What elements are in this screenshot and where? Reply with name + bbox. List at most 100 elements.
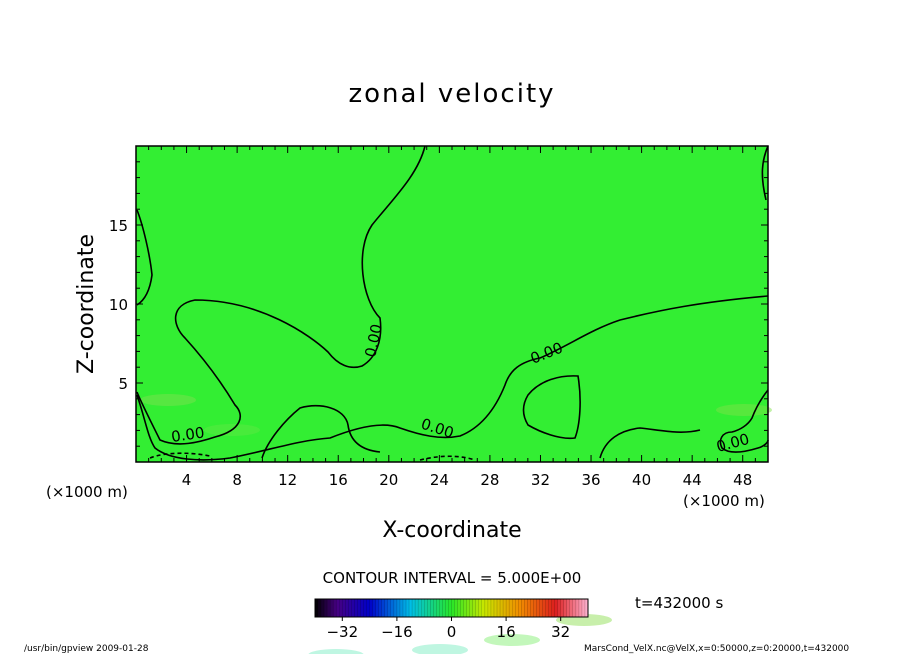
- colorbar-cell: [521, 599, 525, 617]
- colorbar-cell: [369, 599, 374, 617]
- colorbar-cell: [503, 599, 507, 617]
- colorbar-cell: [315, 599, 319, 617]
- colorbar-cell: [536, 599, 540, 617]
- footer-left: /usr/bin/gpview 2009-01-28: [24, 644, 149, 654]
- colorbar-cell: [342, 599, 346, 617]
- colorbar-cell: [324, 599, 328, 617]
- colorbar-cell: [439, 599, 443, 617]
- y-axis-unit: (×1000 m): [46, 483, 128, 501]
- chart-title: zonal velocity: [348, 79, 555, 109]
- texture-blob: [412, 644, 468, 654]
- x-tick-label: 12: [278, 471, 297, 489]
- colorbar-cell: [327, 599, 331, 617]
- contour-zero-upper: [136, 145, 426, 445]
- colorbar-cell: [351, 599, 355, 617]
- colorbar-cell: [548, 599, 552, 617]
- colorbar-cell: [566, 599, 571, 617]
- y-tick-label: 10: [109, 296, 128, 314]
- colorbar-cell: [545, 599, 549, 617]
- texture-blob: [308, 649, 364, 654]
- x-tick-label: 4: [182, 471, 192, 489]
- contour-dashed-1: [149, 452, 211, 459]
- colorbar-cell: [415, 599, 419, 617]
- colorbar-cell: [406, 599, 410, 617]
- x-axis-ticks: 4 8 12 16 20 24 28 32 36 40 44 48: [148, 146, 756, 489]
- colorbar-cell: [481, 599, 486, 617]
- colorbar-cell: [348, 599, 352, 617]
- colorbar-cell: [390, 599, 395, 617]
- field-texture: [140, 394, 772, 654]
- x-axis-unit: (×1000 m): [683, 492, 765, 510]
- time-label: t=432000 s: [635, 594, 723, 612]
- colorbar-cell: [442, 599, 446, 617]
- colorbar-cell: [490, 599, 495, 617]
- colorbar: [314, 599, 589, 617]
- colorbar-cell: [336, 599, 340, 617]
- colorbar-cell: [484, 599, 489, 617]
- x-tick-label: 16: [329, 471, 348, 489]
- x-tick-label: 36: [581, 471, 600, 489]
- colorbar-cell: [396, 599, 401, 617]
- contour-zero-lower: [136, 295, 769, 461]
- colorbar-cell: [563, 599, 568, 617]
- colorbar-cell: [569, 599, 574, 617]
- colorbar-cell: [363, 599, 367, 617]
- colorbar-cell: [427, 599, 431, 617]
- colorbar-cell: [430, 599, 434, 617]
- colorbar-cell: [357, 599, 361, 617]
- colorbar-cell: [360, 599, 364, 617]
- colorbar-tick-label: −16: [381, 623, 413, 641]
- colorbar-cell: [330, 599, 334, 617]
- colorbar-cell: [387, 599, 392, 617]
- colorbar-cell: [557, 599, 562, 617]
- colorbar-cell: [412, 599, 416, 617]
- contour-label-1: 0.00: [170, 423, 206, 445]
- colorbar-cell: [524, 599, 528, 617]
- colorbar-cell: [551, 599, 556, 617]
- colorbar-cell: [445, 599, 449, 617]
- colorbar-tick-label: 32: [551, 623, 570, 641]
- y-axis-ticks: 5 10 15: [109, 161, 768, 447]
- colorbar-cell: [500, 599, 504, 617]
- colorbar-cell: [469, 599, 474, 617]
- texture-blob: [484, 634, 540, 646]
- colorbar-cell: [345, 599, 349, 617]
- colorbar-cell: [333, 599, 337, 617]
- colorbar-cell: [527, 599, 531, 617]
- x-tick-label: 28: [480, 471, 499, 489]
- plot-area: [136, 146, 768, 462]
- colorbar-cell: [478, 599, 483, 617]
- x-tick-label: 40: [632, 471, 651, 489]
- colorbar-cell: [436, 599, 440, 617]
- colorbar-cell: [460, 599, 465, 617]
- colorbar-cell: [451, 599, 455, 617]
- colorbar-cell: [506, 599, 510, 617]
- colorbar-cell: [533, 599, 537, 617]
- colorbar-cell: [560, 599, 565, 617]
- contour-zero-edge-right: [761, 145, 769, 201]
- colorbar-cell: [448, 599, 452, 617]
- contour-wiggle-2: [599, 427, 701, 459]
- colorbar-cell: [402, 599, 407, 617]
- colorbar-cell: [384, 599, 389, 617]
- colorbar-cell: [518, 599, 522, 617]
- colorbar-cell: [366, 599, 370, 617]
- colorbar-cell: [572, 599, 577, 617]
- x-axis-label: X-coordinate: [382, 518, 521, 543]
- colorbar-cell: [424, 599, 428, 617]
- contour-lines: [136, 145, 769, 461]
- texture-blob: [140, 394, 196, 406]
- colorbar-cell: [399, 599, 404, 617]
- colorbar-cell: [354, 599, 358, 617]
- colorbar-cell: [409, 599, 413, 617]
- colorbar-cell: [378, 599, 383, 617]
- colorbar-cell: [497, 599, 501, 617]
- colorbar-cell: [542, 599, 546, 617]
- contour-zero-closed: [522, 375, 581, 440]
- x-tick-label: 8: [232, 471, 242, 489]
- colorbar-cell: [463, 599, 468, 617]
- contour-interval-label: CONTOUR INTERVAL = 5.000E+00: [323, 569, 582, 587]
- colorbar-cell: [493, 599, 498, 617]
- colorbar-cell: [393, 599, 398, 617]
